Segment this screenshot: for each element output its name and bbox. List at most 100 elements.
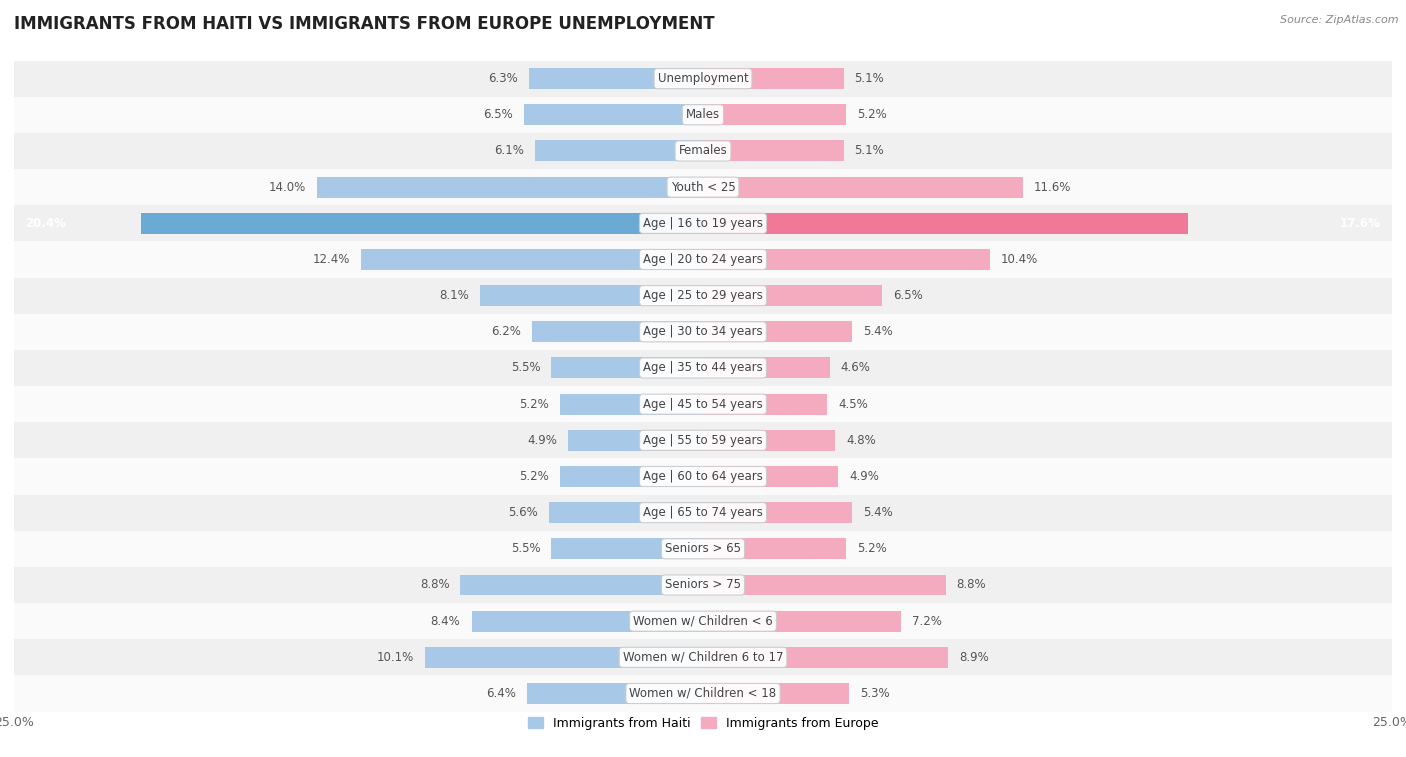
Bar	[14, 205, 1392, 241]
Text: Age | 16 to 19 years: Age | 16 to 19 years	[643, 217, 763, 230]
Bar	[14, 603, 1392, 639]
Bar	[703, 538, 846, 559]
Text: Age | 25 to 29 years: Age | 25 to 29 years	[643, 289, 763, 302]
Bar	[14, 675, 1392, 712]
Text: 5.2%: 5.2%	[519, 397, 548, 410]
Text: 8.8%: 8.8%	[956, 578, 986, 591]
Bar	[703, 213, 1188, 234]
Bar	[703, 321, 852, 342]
Text: 4.8%: 4.8%	[846, 434, 876, 447]
Text: 5.1%: 5.1%	[855, 72, 884, 85]
Bar	[14, 278, 1392, 313]
Text: 6.3%: 6.3%	[489, 72, 519, 85]
Bar	[703, 141, 844, 161]
Text: 5.2%: 5.2%	[858, 542, 887, 556]
Text: 8.9%: 8.9%	[959, 651, 988, 664]
Bar	[14, 531, 1392, 567]
Bar	[361, 249, 703, 270]
Text: Women w/ Children < 18: Women w/ Children < 18	[630, 687, 776, 700]
Bar	[534, 141, 703, 161]
Text: 6.5%: 6.5%	[893, 289, 922, 302]
Bar	[703, 611, 901, 631]
Text: Women w/ Children 6 to 17: Women w/ Children 6 to 17	[623, 651, 783, 664]
Bar	[703, 466, 838, 487]
Bar	[461, 575, 703, 596]
Bar	[524, 104, 703, 126]
Text: 5.2%: 5.2%	[858, 108, 887, 121]
Bar	[530, 68, 703, 89]
Text: 5.4%: 5.4%	[863, 506, 893, 519]
Legend: Immigrants from Haiti, Immigrants from Europe: Immigrants from Haiti, Immigrants from E…	[523, 712, 883, 734]
Bar	[703, 176, 1022, 198]
Text: 14.0%: 14.0%	[269, 181, 307, 194]
Text: 5.3%: 5.3%	[860, 687, 890, 700]
Text: Age | 60 to 64 years: Age | 60 to 64 years	[643, 470, 763, 483]
Text: 4.9%: 4.9%	[849, 470, 879, 483]
Text: 12.4%: 12.4%	[314, 253, 350, 266]
Bar	[703, 683, 849, 704]
Bar	[479, 285, 703, 306]
Text: Age | 55 to 59 years: Age | 55 to 59 years	[643, 434, 763, 447]
Text: Age | 35 to 44 years: Age | 35 to 44 years	[643, 362, 763, 375]
Text: Age | 20 to 24 years: Age | 20 to 24 years	[643, 253, 763, 266]
Bar	[703, 104, 846, 126]
Bar	[703, 646, 948, 668]
Bar	[14, 313, 1392, 350]
Text: 4.5%: 4.5%	[838, 397, 868, 410]
Text: 6.4%: 6.4%	[485, 687, 516, 700]
Text: Seniors > 75: Seniors > 75	[665, 578, 741, 591]
Text: 5.6%: 5.6%	[508, 506, 537, 519]
Bar	[425, 646, 703, 668]
Bar	[703, 357, 830, 378]
Bar	[703, 285, 882, 306]
Bar	[548, 502, 703, 523]
Bar	[560, 394, 703, 415]
Text: 20.4%: 20.4%	[25, 217, 66, 230]
Bar	[703, 502, 852, 523]
Bar	[551, 538, 703, 559]
Bar	[14, 133, 1392, 169]
Bar	[703, 394, 827, 415]
Text: 5.2%: 5.2%	[519, 470, 548, 483]
Bar	[703, 249, 990, 270]
Text: Youth < 25: Youth < 25	[671, 181, 735, 194]
Bar	[14, 459, 1392, 494]
Bar	[568, 430, 703, 451]
Text: IMMIGRANTS FROM HAITI VS IMMIGRANTS FROM EUROPE UNEMPLOYMENT: IMMIGRANTS FROM HAITI VS IMMIGRANTS FROM…	[14, 15, 714, 33]
Bar	[527, 683, 703, 704]
Text: 5.1%: 5.1%	[855, 145, 884, 157]
Bar	[14, 567, 1392, 603]
Text: 10.1%: 10.1%	[377, 651, 413, 664]
Text: Source: ZipAtlas.com: Source: ZipAtlas.com	[1281, 15, 1399, 25]
Text: Males: Males	[686, 108, 720, 121]
Text: 5.5%: 5.5%	[510, 362, 540, 375]
Text: Age | 30 to 34 years: Age | 30 to 34 years	[643, 326, 763, 338]
Bar	[703, 575, 945, 596]
Text: 7.2%: 7.2%	[912, 615, 942, 628]
Text: 6.2%: 6.2%	[491, 326, 522, 338]
Bar	[560, 466, 703, 487]
Bar	[14, 97, 1392, 133]
Text: 5.4%: 5.4%	[863, 326, 893, 338]
Bar	[471, 611, 703, 631]
Text: 11.6%: 11.6%	[1033, 181, 1071, 194]
Bar	[141, 213, 703, 234]
Bar	[14, 422, 1392, 459]
Text: 5.5%: 5.5%	[510, 542, 540, 556]
Text: Seniors > 65: Seniors > 65	[665, 542, 741, 556]
Text: Age | 45 to 54 years: Age | 45 to 54 years	[643, 397, 763, 410]
Text: 4.9%: 4.9%	[527, 434, 557, 447]
Text: 8.1%: 8.1%	[439, 289, 468, 302]
Text: 6.5%: 6.5%	[484, 108, 513, 121]
Bar	[14, 639, 1392, 675]
Bar	[14, 350, 1392, 386]
Text: Females: Females	[679, 145, 727, 157]
Bar	[14, 61, 1392, 97]
Text: 10.4%: 10.4%	[1001, 253, 1038, 266]
Bar	[14, 386, 1392, 422]
Bar	[531, 321, 703, 342]
Text: Unemployment: Unemployment	[658, 72, 748, 85]
Bar	[703, 68, 844, 89]
Text: 8.4%: 8.4%	[430, 615, 461, 628]
Text: 17.6%: 17.6%	[1340, 217, 1381, 230]
